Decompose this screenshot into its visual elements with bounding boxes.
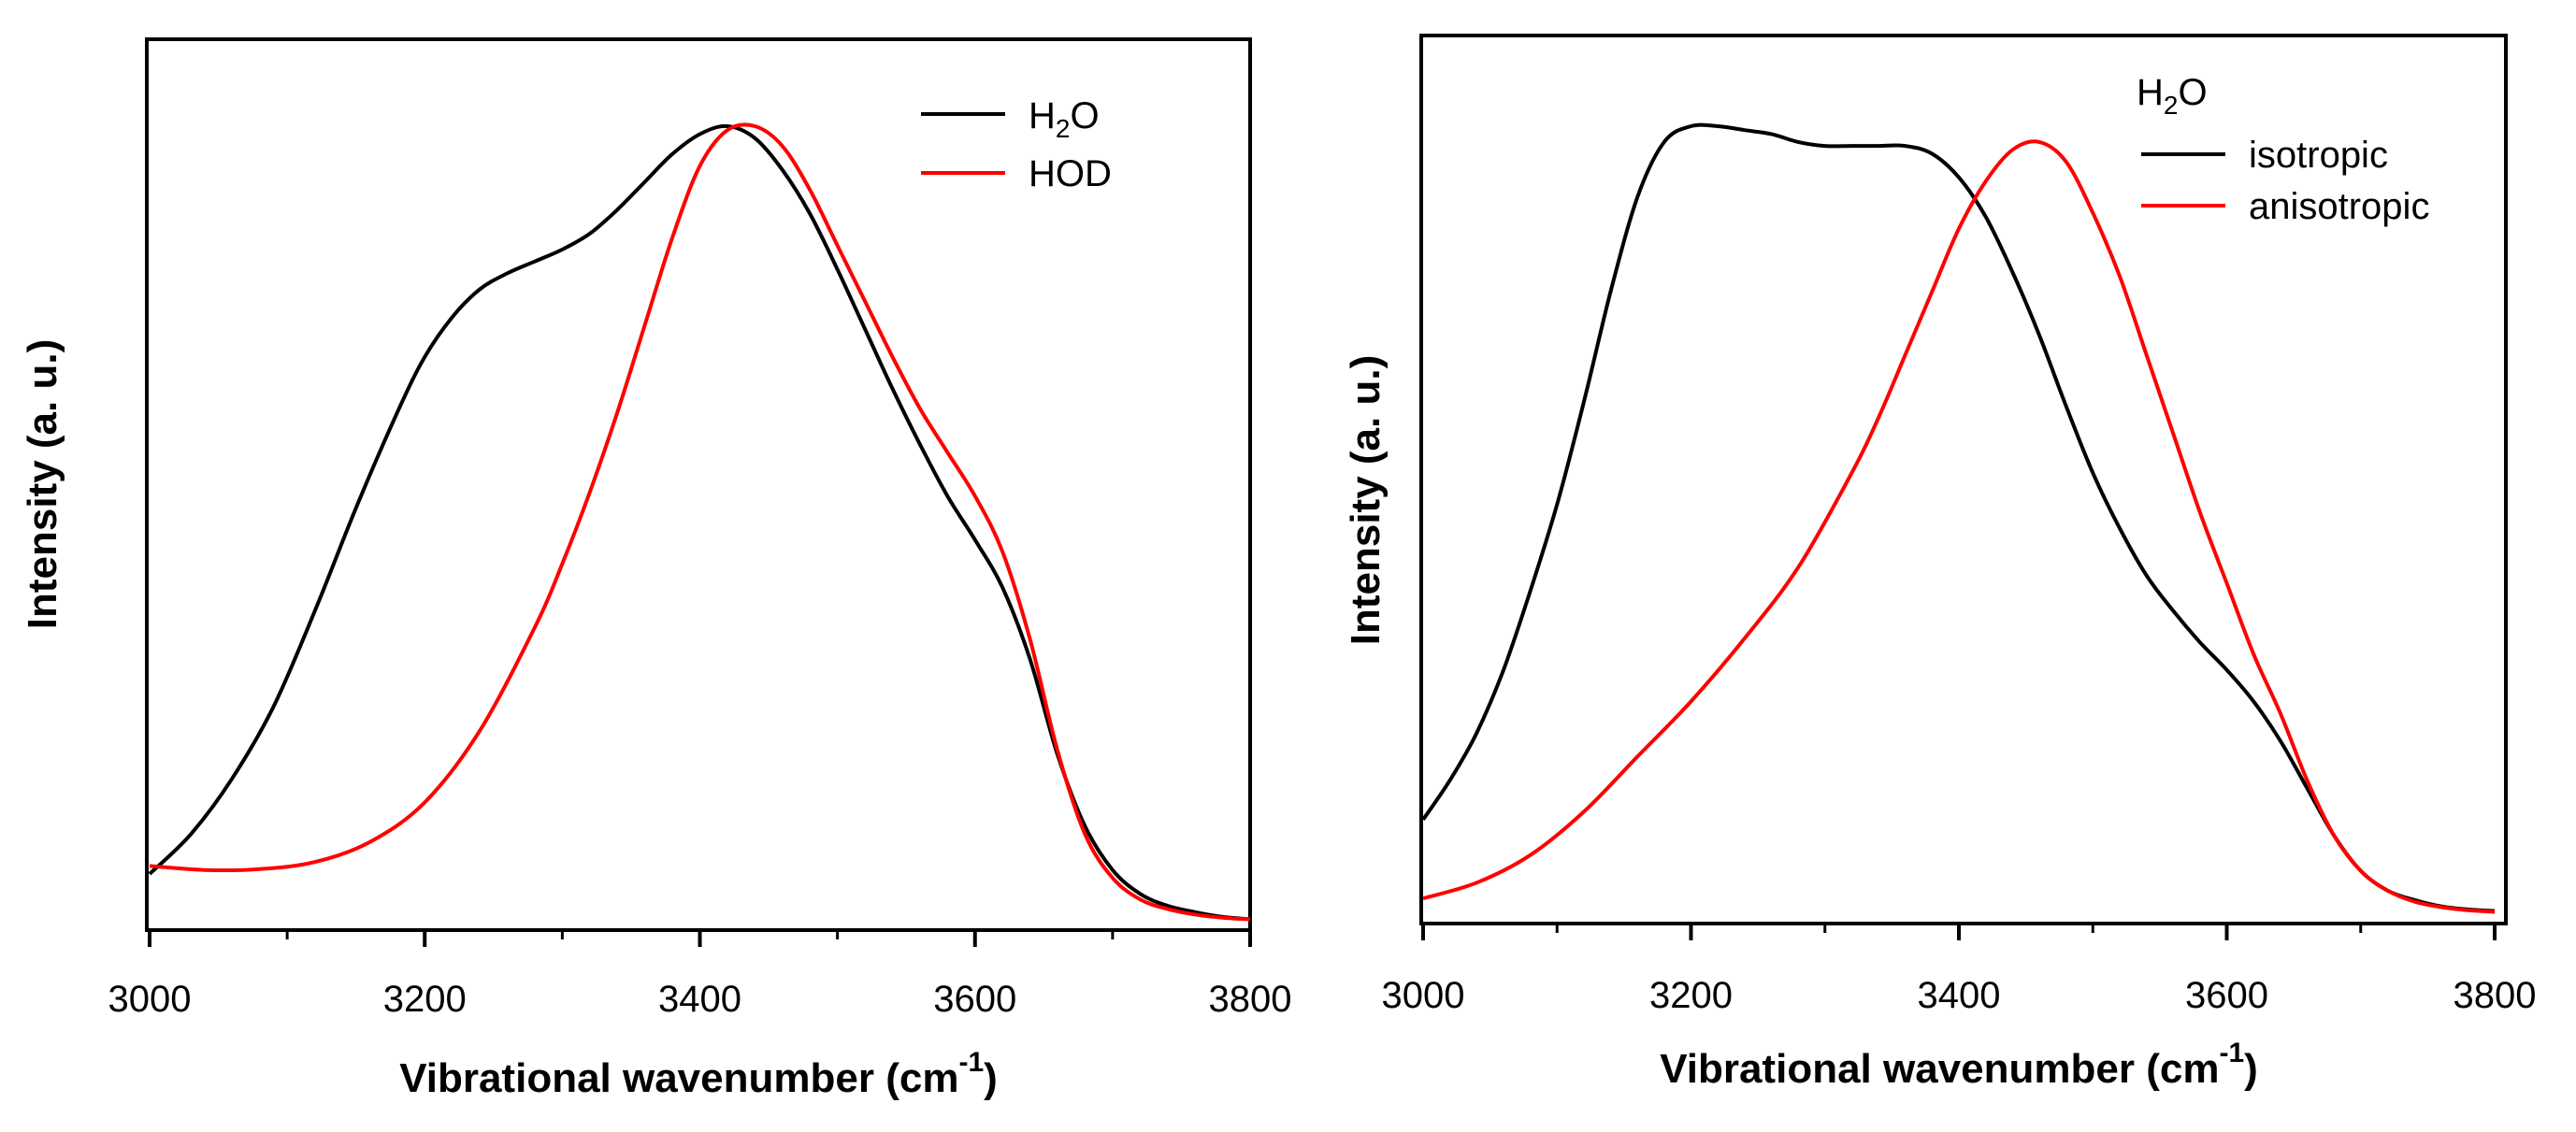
x-tick-label: 3400 [658,979,741,1020]
legend: H2O HOD [921,95,1112,194]
plot-frame [1419,34,2508,925]
x-tick-label: 3200 [383,979,467,1020]
x-axis-ticks [1421,924,2497,940]
chart-panel-right: 3000 3200 3400 3600 3800 H2O isotropic aniso… [1343,34,2537,1092]
series-line-isotropic [1421,122,2496,913]
x-axis-ticks [148,930,1252,947]
series-line-anisotropic [1422,139,2496,914]
series-group [148,122,1251,922]
x-tick-label: 3000 [1382,975,1465,1016]
series-line-h2o [148,123,1251,922]
x-tick-label: 3600 [933,979,1016,1020]
legend-label-h2o: H2O [1029,95,1100,143]
legend-label-hod: HOD [1029,153,1112,194]
x-tick-label: 3000 [108,979,192,1020]
chart-panel-left: 3000 3200 3400 3600 3800 H2O HOD Vibrational… [20,37,1292,1101]
legend-title: H2O [2137,72,2208,120]
x-axis-title: Vibrational wavenumber (cm-1) [1660,1038,2258,1092]
x-tick-label: 3800 [2454,975,2537,1016]
x-axis-title: Vibrational wavenumber (cm-1) [399,1047,998,1101]
x-tick-label: 3800 [1209,979,1292,1020]
y-axis-title: Intensity (a. u.) [1343,355,1389,645]
legend-label-isotropic: isotropic [2249,135,2388,176]
legend: H2O isotropic anisotropic [2137,72,2429,227]
series-line-hod [149,122,1251,922]
y-axis-title: Intensity (a. u.) [20,339,65,629]
x-tick-label: 3200 [1649,975,1733,1016]
x-tick-label: 3400 [1918,975,2001,1016]
x-tick-labels: 3000 3200 3400 3600 3800 [108,979,1292,1020]
x-tick-labels: 3000 3200 3400 3600 3800 [1382,975,2537,1016]
series-group [1421,122,2496,914]
legend-label-anisotropic: anisotropic [2249,186,2429,227]
x-tick-label: 3600 [2185,975,2268,1016]
